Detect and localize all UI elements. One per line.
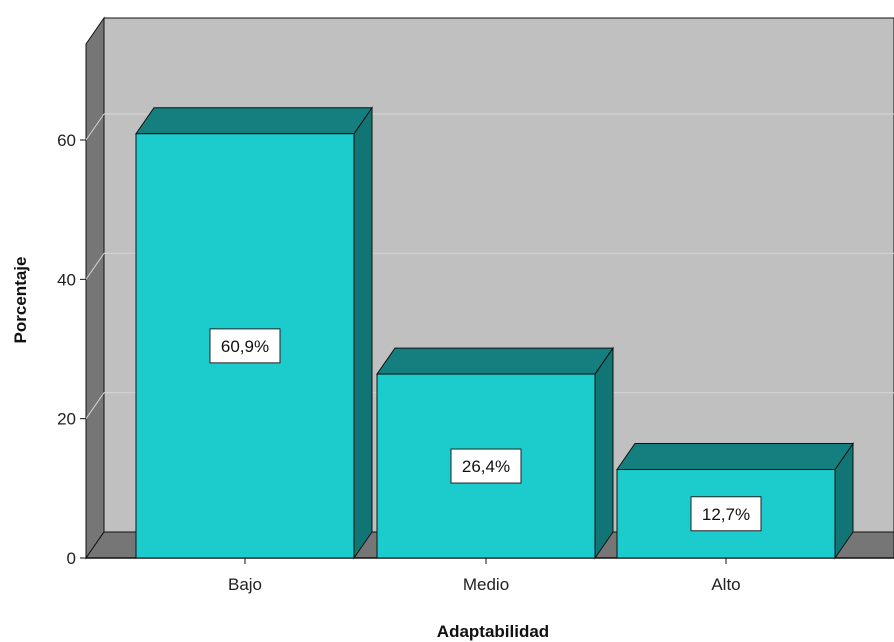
y-axis-title: Porcentaje: [11, 257, 30, 344]
bar-top-face: [616, 443, 854, 471]
x-tick-label: Alto: [711, 575, 740, 594]
bar-side-face: [594, 346, 614, 560]
y-tick-label: 20: [57, 410, 76, 429]
bar-top-face: [135, 107, 373, 135]
data-label-text: 12,7%: [702, 505, 750, 524]
data-label-text: 60,9%: [221, 337, 269, 356]
gridline-side: [85, 253, 105, 280]
data-label: 60,9%: [209, 328, 281, 364]
y-tick-label: 60: [57, 131, 76, 150]
x-tick-label: Medio: [463, 575, 509, 594]
chart-side-wall: [85, 16, 105, 560]
y-axis-ticks: 0 20 40 60: [57, 131, 86, 568]
gridline-side: [85, 392, 105, 419]
bar-medio: 26,4%: [376, 346, 614, 560]
bar-bajo: 60,9%: [135, 106, 373, 560]
data-label-text: 26,4%: [462, 457, 510, 476]
bar-alto: 12,7%: [616, 441, 854, 560]
y-tick-label: 0: [67, 549, 76, 568]
bar-top-face: [376, 347, 614, 375]
bars: 60,9% 26,4% 12,7%: [135, 106, 854, 560]
x-axis-title: Adaptabilidad: [437, 622, 549, 641]
y-tick-label: 40: [57, 270, 76, 289]
x-axis-category-labels: Bajo Medio Alto: [228, 558, 741, 594]
gridline-side: [85, 113, 105, 141]
data-label-box: [209, 328, 281, 364]
x-tick-label: Bajo: [228, 575, 262, 594]
bar-side-face: [353, 106, 373, 560]
data-label: 26,4%: [450, 448, 522, 484]
data-label: 12,7%: [690, 496, 762, 532]
data-label-box: [690, 496, 762, 532]
data-label-box: [450, 448, 522, 484]
